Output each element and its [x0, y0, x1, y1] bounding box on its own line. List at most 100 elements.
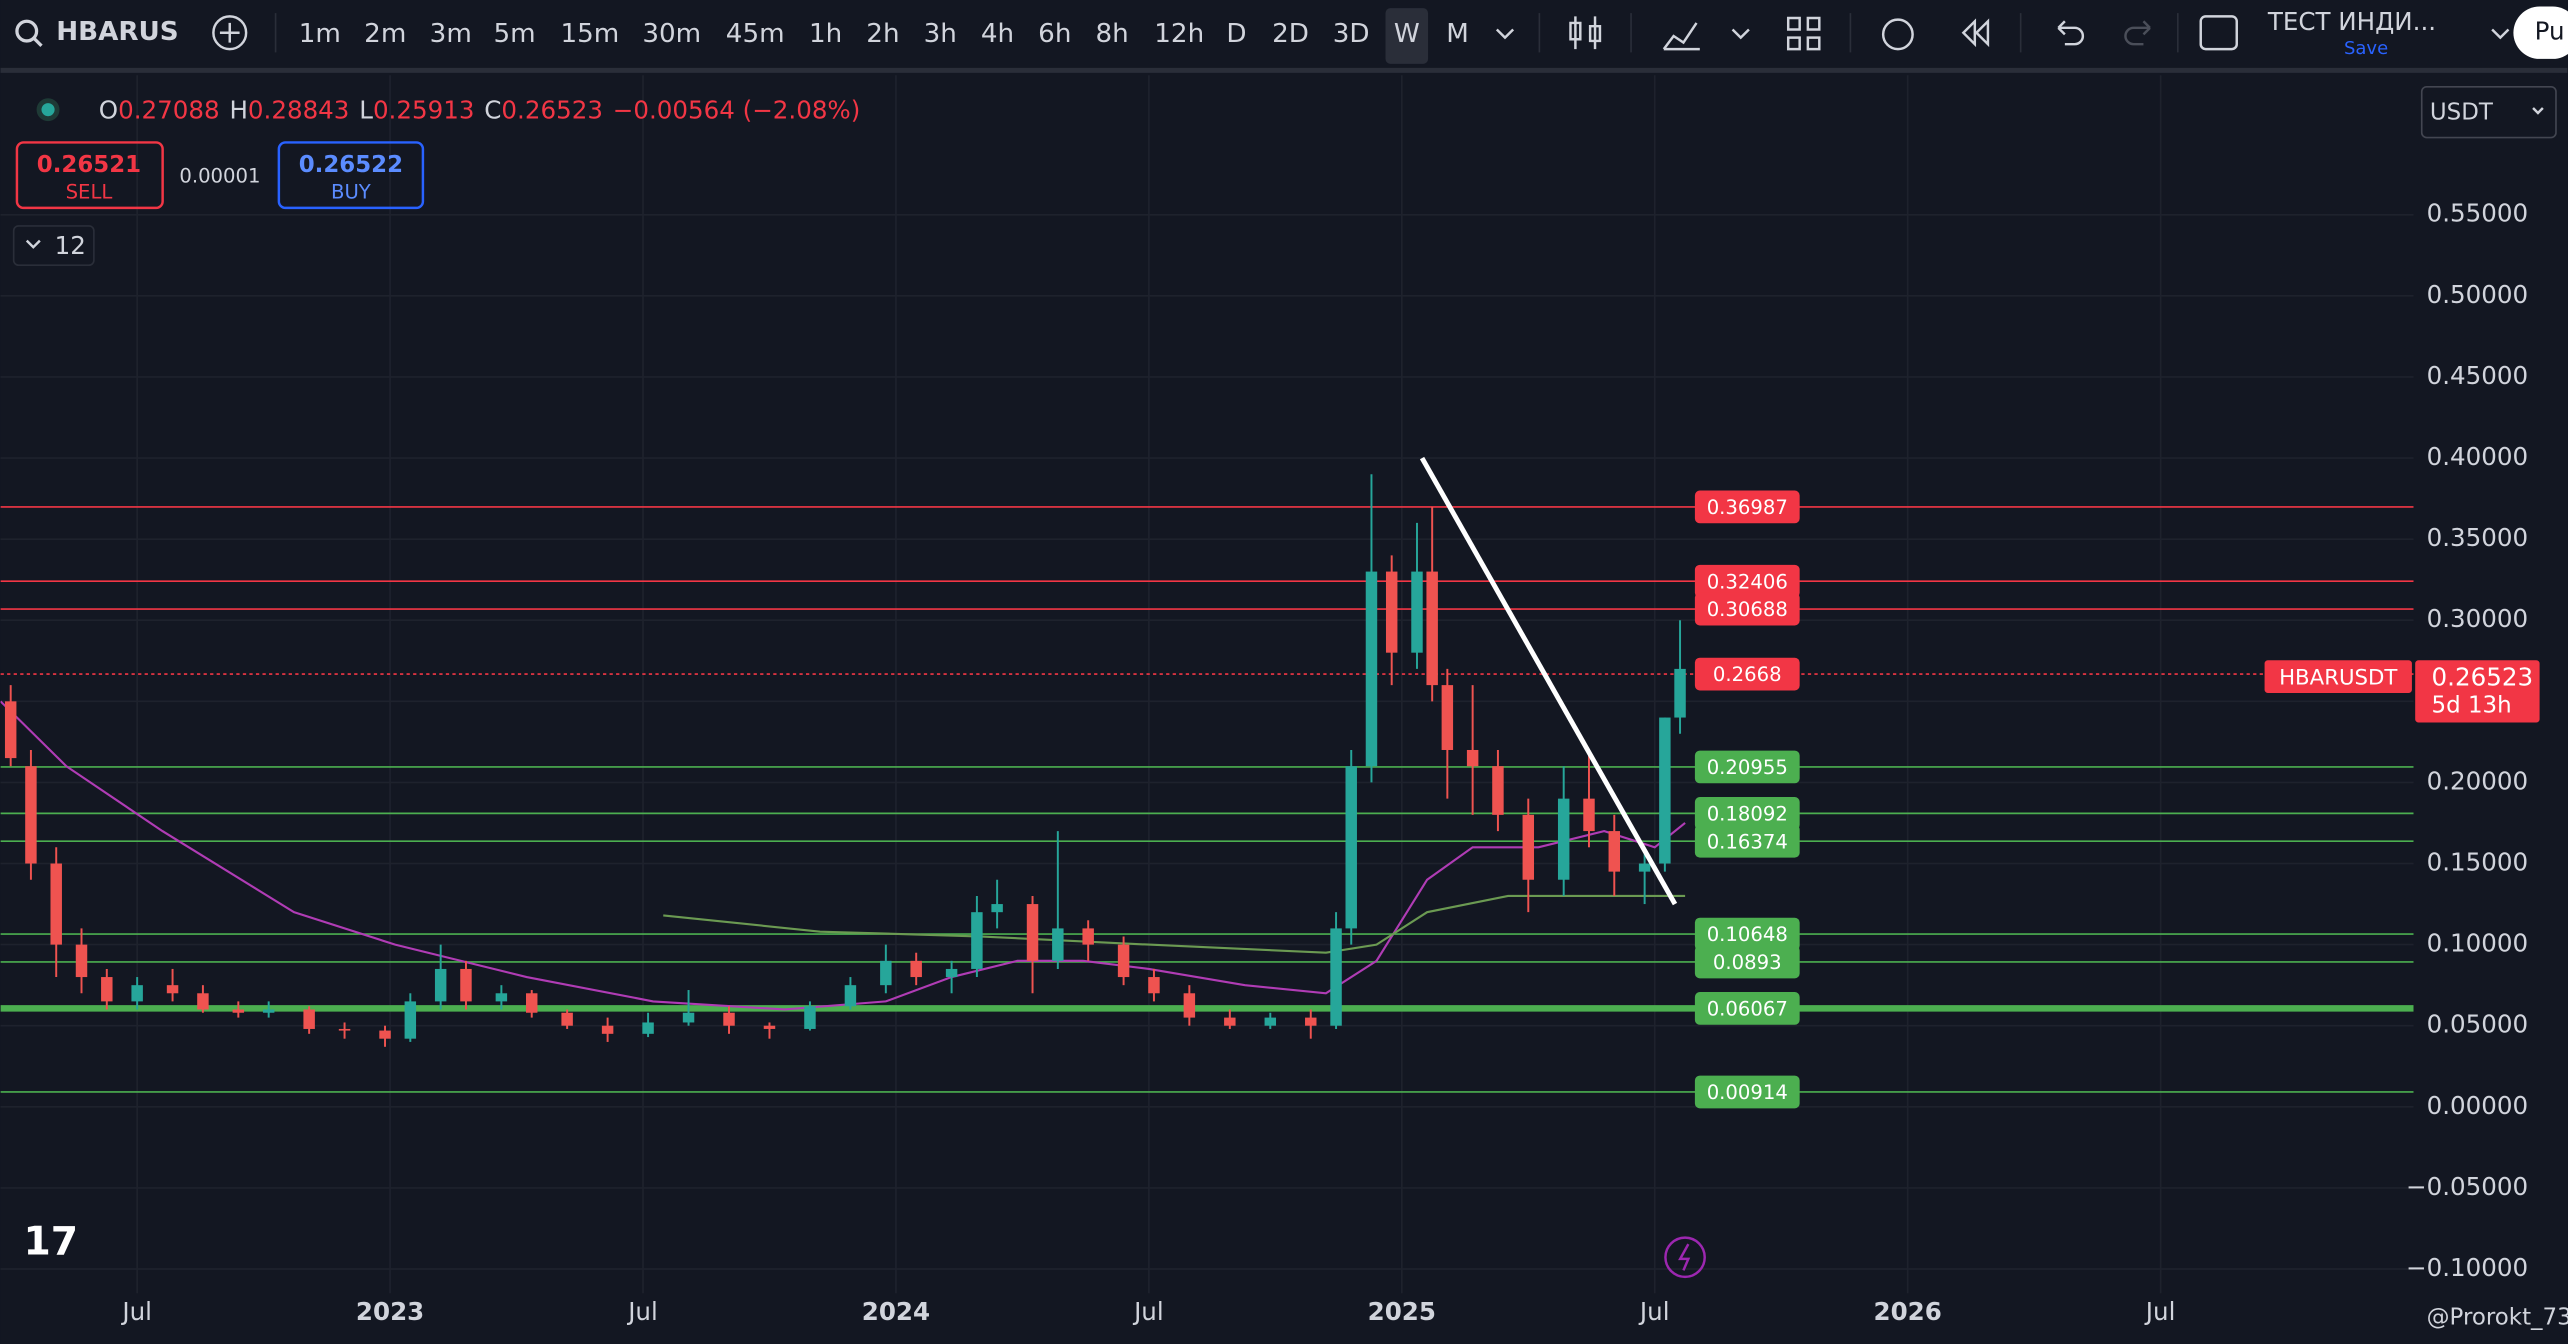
search-icon[interactable] — [15, 19, 39, 43]
timeframe-button[interactable]: 2D — [1272, 19, 1309, 49]
candle-body — [166, 985, 179, 994]
candle-body — [379, 1030, 391, 1039]
timeframe-button[interactable]: 1m — [299, 19, 341, 49]
candle-body — [1426, 571, 1438, 686]
chevron — [25, 239, 41, 249]
ohlc-letter: O — [99, 95, 118, 124]
layout-menu[interactable] — [2491, 28, 2510, 40]
line-series — [1419, 456, 1678, 906]
candle-body — [682, 1012, 695, 1023]
timeframe-button[interactable]: 3m — [430, 19, 472, 49]
x-tick-label: Jul — [2144, 1297, 2176, 1326]
y-tick-label: 0.10000 — [2427, 929, 2529, 958]
indicators-icon[interactable] — [1662, 22, 1700, 51]
undo-icon[interactable] — [2057, 20, 2085, 46]
y-tick-label: −0.05000 — [2406, 1172, 2528, 1201]
sell-price: 0.26521 — [37, 152, 141, 178]
timeframe-button[interactable]: W — [1394, 19, 1420, 49]
timeframe-button[interactable]: 1h — [809, 19, 842, 49]
grid — [0, 75, 2414, 1294]
candle-body — [75, 944, 88, 978]
save-button[interactable]: Save — [2344, 38, 2388, 59]
timeframe-button[interactable]: D — [1226, 19, 1246, 49]
toolbar — [0, 0, 2568, 69]
status-dot — [41, 103, 55, 117]
candle-body — [945, 968, 958, 978]
overlay: 0.36987 0.32406 0.30688 0.2668 0.20955 0.1809… — [1694, 490, 1800, 1109]
line-series — [0, 700, 1686, 1011]
timeframe-button[interactable]: 45m — [726, 19, 785, 49]
level-badge — [1694, 750, 1800, 784]
add-symbol-icon — [219, 22, 240, 43]
y-tick-label: 0.45000 — [2427, 361, 2529, 390]
candle-body — [1583, 798, 1595, 832]
y-tick-label: 0.20000 — [2427, 766, 2529, 795]
ohlc-letter: H — [229, 95, 247, 124]
level-badge — [1694, 564, 1800, 598]
timeframe-button[interactable]: 5m — [494, 19, 536, 49]
level-badge — [1694, 992, 1800, 1025]
indicators-toggle[interactable] — [12, 225, 95, 267]
buy-button[interactable] — [277, 141, 425, 210]
candle-body — [495, 993, 508, 1002]
timeframe-button[interactable]: 4h — [981, 19, 1014, 49]
alert-icon[interactable] — [1881, 18, 1914, 51]
ohlc-letter: C — [484, 95, 501, 124]
candle-body — [1522, 814, 1535, 880]
timeframe-button[interactable]: 12h — [1154, 19, 1204, 49]
redo-icon[interactable] — [2124, 20, 2151, 46]
add-symbol[interactable] — [212, 15, 248, 51]
active-timeframe-bg — [1385, 8, 1429, 64]
toolbar-icons — [1569, 15, 2510, 51]
candle-body — [404, 1001, 417, 1039]
spread: 0.00001 — [179, 164, 260, 187]
candle-body — [1365, 571, 1378, 767]
currency-select[interactable] — [2420, 85, 2557, 139]
chevron — [2532, 107, 2544, 115]
timeframe-button[interactable]: M — [1446, 19, 1469, 49]
ohlc-value: 0.28843 — [248, 95, 350, 124]
candle-body — [763, 1025, 776, 1029]
y-tick-label: 0.50000 — [2427, 280, 2529, 309]
replay-icon[interactable] — [1961, 18, 1990, 48]
candle-body — [1492, 766, 1504, 815]
timeframe-menu[interactable] — [1495, 28, 1515, 40]
buy-price: 0.26522 — [299, 152, 403, 178]
candle-body — [601, 1025, 614, 1034]
layout-icon[interactable] — [1786, 16, 1821, 51]
candle-body — [1385, 571, 1398, 653]
x-tick-label: Jul — [1638, 1297, 1670, 1326]
timeframe-button[interactable]: 3h — [924, 19, 957, 49]
event-icon[interactable] — [1664, 1236, 1706, 1279]
layout-name[interactable]: ТЕСТ ИНДИ... — [2267, 7, 2436, 36]
y-tick-label: 0.00000 — [2427, 1091, 2529, 1120]
candle-body — [1224, 1017, 1236, 1026]
timeframe-button[interactable]: 30m — [642, 19, 701, 49]
line-series — [663, 894, 1686, 954]
timeframe-button[interactable]: 6h — [1038, 19, 1071, 49]
ohlc-letter: L — [359, 95, 373, 124]
timeframe-button[interactable]: 15m — [560, 19, 619, 49]
candle-body — [1052, 928, 1064, 961]
ohlc-value: 0.27088 — [118, 95, 220, 124]
chart-type-icon[interactable] — [1569, 16, 1602, 50]
symbol[interactable]: HBARUS — [56, 17, 178, 47]
timeframe-button[interactable]: 2h — [866, 19, 899, 49]
timeframe-button[interactable]: 2m — [364, 19, 406, 49]
account-button[interactable] — [2513, 6, 2568, 59]
candle-body — [1026, 904, 1039, 961]
timeframe-button[interactable]: 3D — [1333, 19, 1370, 49]
level-badge — [1694, 824, 1800, 858]
indicators-count: 12 — [55, 231, 86, 260]
candle-body — [1659, 717, 1671, 864]
level-label: 0.20955 — [1707, 756, 1788, 779]
level-label: 0.16374 — [1707, 830, 1788, 853]
candle-body — [1345, 766, 1357, 929]
layout-box[interactable] — [2199, 15, 2238, 51]
indicators-menu[interactable] — [1731, 28, 1750, 40]
candle-body — [642, 1022, 654, 1034]
timeframe-button[interactable]: 8h — [1095, 19, 1128, 49]
sell-button[interactable] — [15, 141, 164, 210]
level-label: 0.18092 — [1707, 803, 1788, 826]
